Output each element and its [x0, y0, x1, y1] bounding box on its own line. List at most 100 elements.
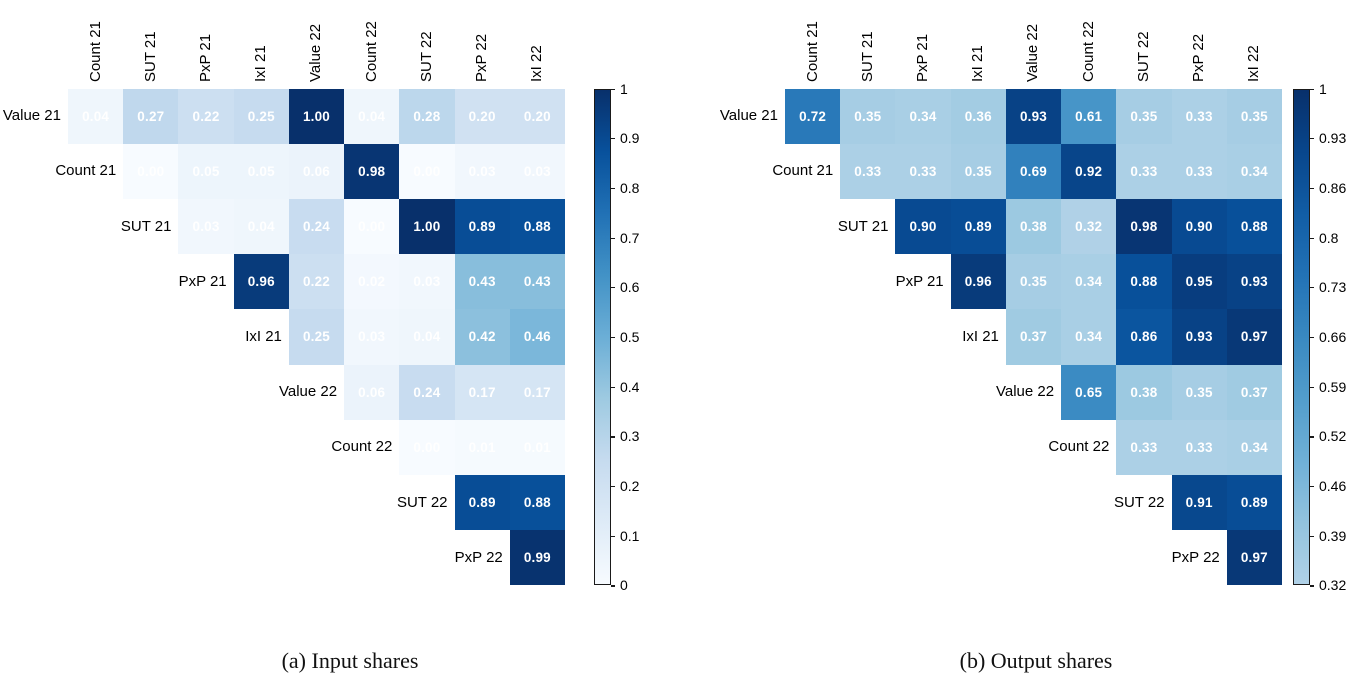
colorbar-tick	[1310, 486, 1314, 488]
col-label: PxP 21	[914, 33, 932, 82]
heatmap-cell: 0.33	[1116, 143, 1172, 199]
heatmap-cell: 0.22	[178, 88, 234, 144]
col-label: SUT 21	[141, 31, 159, 82]
colorbar-tick	[611, 336, 615, 339]
colorbar-tick	[1310, 585, 1314, 587]
heatmap-cell: 0.97	[1226, 309, 1282, 365]
colorbar-tick-label: 0.4	[620, 378, 640, 395]
heatmap-cell: 0.04	[68, 88, 124, 144]
colorbar-tick	[611, 585, 615, 587]
colorbar-tick	[611, 138, 615, 140]
heatmap-cell: 0.20	[454, 88, 510, 144]
heatmap-cell: 0.35	[1226, 88, 1282, 144]
heatmap-cell: 0.92	[1061, 143, 1117, 199]
colorbar	[1293, 88, 1310, 586]
heatmap-cell: 0.33	[1171, 419, 1227, 476]
heatmap-cell: 0.33	[1116, 419, 1172, 476]
heatmap-cell: 0.98	[1116, 198, 1172, 255]
heatmap-cell: 0.03	[454, 143, 510, 199]
heatmap-cell: 0.96	[950, 254, 1006, 310]
heatmap-cell: 0.24	[399, 364, 455, 420]
heatmap-cell: 0.89	[1226, 475, 1282, 531]
heatmap-cell: 0.34	[895, 88, 951, 144]
heatmap-cell: 0.96	[233, 254, 289, 310]
heatmap-cell: 0.03	[399, 254, 455, 310]
heatmap-cell: 0.35	[950, 143, 1006, 199]
col-label: SUT 22	[417, 31, 435, 82]
col-label: SUT 22	[1134, 31, 1152, 82]
col-label: Count 21	[803, 21, 821, 82]
colorbar-tick	[1310, 436, 1314, 438]
heatmap-cell: 0.89	[454, 475, 510, 531]
row-label: SUT 22	[396, 493, 448, 511]
heatmap-cell: 0.33	[840, 143, 896, 199]
col-label: Count 22	[1079, 21, 1097, 82]
col-label: IxI 22	[1245, 45, 1263, 82]
row-label: Count 21	[772, 162, 834, 180]
colorbar-tick	[1310, 386, 1314, 388]
heatmap-cell: 0.00	[399, 143, 455, 199]
row-label: SUT 22	[1113, 493, 1165, 511]
heatmap-cell: 0.25	[288, 309, 345, 365]
heatmap-cell: 0.33	[1171, 88, 1227, 144]
colorbar-tick	[611, 88, 615, 90]
heatmap-cell: 0.98	[344, 143, 400, 199]
heatmap-cell: 0.24	[288, 198, 345, 255]
heatmap-cell: 0.88	[509, 475, 565, 531]
row-label: Count 22	[1048, 438, 1110, 456]
heatmap-cell: 0.05	[178, 143, 234, 199]
row-label: PxP 22	[1171, 548, 1220, 566]
colorbar-tick	[611, 287, 615, 289]
row-label: SUT 21	[120, 217, 172, 235]
colorbar-tick-label: 0.39	[1319, 527, 1347, 544]
caption-a: (a) Input shares	[281, 648, 419, 673]
heatmap-cell: 0.42	[454, 309, 510, 365]
heatmap-cell: 0.03	[509, 143, 565, 199]
heatmap-cell: 0.36	[950, 88, 1006, 144]
colorbar-tick-label: 0.2	[620, 478, 640, 495]
colorbar-tick	[611, 486, 615, 488]
heatmap-cell: 0.04	[233, 198, 289, 255]
colorbar-tick	[1310, 88, 1314, 90]
colorbar-tick	[1310, 535, 1314, 537]
heatmap-cell: 0.00	[123, 143, 179, 199]
caption-b: (b) Output shares	[959, 648, 1113, 673]
heatmap-cell: 0.88	[1226, 198, 1282, 255]
colorbar-tick	[611, 386, 615, 388]
row-label: Value 21	[719, 107, 778, 125]
row-label: Value 21	[2, 107, 61, 125]
colorbar-tick-label: 0.8	[620, 179, 640, 196]
row-label: SUT 21	[837, 217, 889, 235]
colorbar-tick-label: 0.59	[1319, 378, 1347, 395]
heatmap-cell: 0.33	[1171, 143, 1227, 199]
colorbar-tick-label: 0.6	[620, 279, 640, 296]
heatmap-cell: 0.95	[1171, 254, 1227, 310]
col-label: PxP 22	[1190, 33, 1208, 82]
heatmap-cell: 0.35	[840, 88, 896, 144]
colorbar-tick-label: 0.8	[1319, 229, 1339, 246]
heatmap-cell: 0.86	[1116, 309, 1172, 365]
heatmap-cell: 0.02	[344, 254, 400, 310]
heatmap-cell: 0.20	[509, 88, 565, 144]
heatmap-cell: 0.99	[509, 530, 565, 586]
colorbar-tick	[611, 237, 615, 239]
heatmap-cell: 0.34	[1226, 419, 1282, 476]
heatmap-cell: 0.22	[288, 254, 345, 310]
colorbar-tick-label: 1	[620, 80, 628, 97]
heatmap-cell: 0.35	[1005, 254, 1062, 310]
heatmap-cell: 0.93	[1171, 309, 1227, 365]
col-label: IxI 21	[969, 45, 987, 82]
heatmap-cell: 0.06	[344, 364, 400, 420]
heatmap-cell: 0.32	[1061, 198, 1117, 255]
colorbar-tick	[611, 187, 615, 190]
heatmap-cell: 0.28	[399, 88, 455, 144]
colorbar-tick-label: 0.93	[1319, 130, 1347, 147]
colorbar-tick-label: 0.7	[620, 229, 640, 246]
colorbar-tick-label: 0	[620, 577, 628, 594]
colorbar-tick	[611, 436, 615, 438]
heatmap-cell: 0.65	[1061, 364, 1117, 420]
row-label: IxI 21	[962, 327, 999, 345]
colorbar-tick-label: 0.46	[1319, 478, 1347, 495]
heatmap-cell: 0.17	[454, 364, 510, 420]
row-label: PxP 21	[178, 272, 227, 290]
